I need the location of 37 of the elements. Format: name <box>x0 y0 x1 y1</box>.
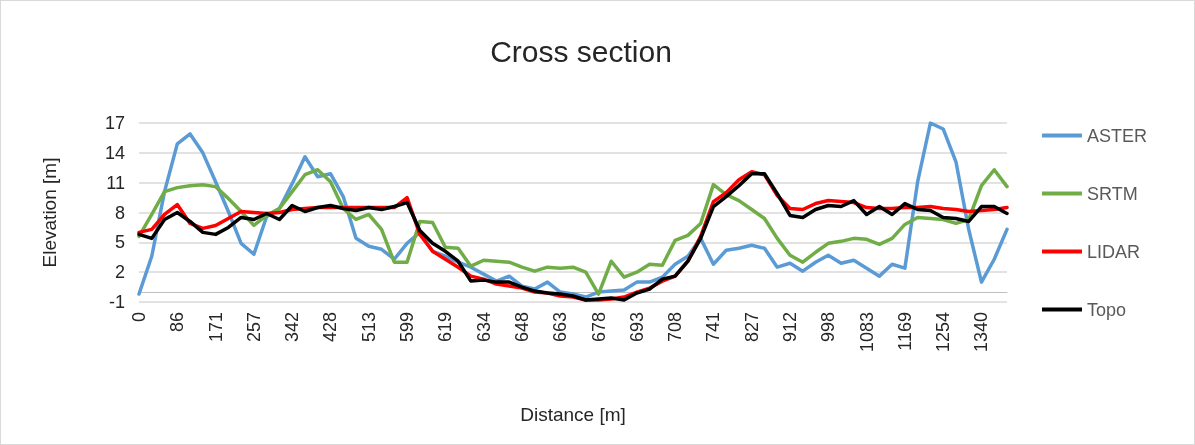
x-tick-label: 1083 <box>856 312 877 353</box>
x-tick-label: 912 <box>780 312 800 343</box>
x-tick-label: 257 <box>243 312 264 343</box>
x-tick-label: 1340 <box>971 312 992 353</box>
x-tick-label: 171 <box>205 312 226 343</box>
x-tick-label: 741 <box>703 312 724 343</box>
x-tick-label: 513 <box>358 312 379 343</box>
x-tick-label: 998 <box>818 312 839 343</box>
y-tick-label: 8 <box>114 202 125 223</box>
x-tick-label: 663 <box>550 312 571 343</box>
x-tick-label: 0 <box>129 312 149 323</box>
x-tick-label: 619 <box>435 312 456 343</box>
x-axis-title: Distance [m] <box>520 404 626 425</box>
x-tick-label: 648 <box>511 312 532 343</box>
y-tick-label: 14 <box>104 142 125 163</box>
x-tick-label: 708 <box>665 312 686 343</box>
legend-label: Topo <box>1086 299 1127 320</box>
chart-title: Cross section <box>490 34 672 68</box>
x-tick-label: 599 <box>397 312 418 343</box>
legend-label: SRTM <box>1086 183 1138 204</box>
x-tick-label: 428 <box>320 312 341 343</box>
x-tick-label: 827 <box>741 312 762 343</box>
x-tick-label: 86 <box>167 312 188 333</box>
x-tick-label: 678 <box>588 312 609 343</box>
x-tick-label: 1254 <box>933 312 954 353</box>
x-tick-label: 693 <box>626 312 647 343</box>
legend-label: LIDAR <box>1086 241 1140 262</box>
y-tick-label: 11 <box>106 172 125 193</box>
y-tick-label: 5 <box>114 232 125 253</box>
x-tick-label: 1169 <box>894 312 915 351</box>
y-tick-label: 17 <box>104 113 125 133</box>
legend-label: ASTER <box>1086 125 1147 146</box>
x-tick-label: 634 <box>473 312 494 343</box>
y-tick-label: 2 <box>114 262 125 283</box>
x-tick-label: 342 <box>282 312 303 343</box>
y-axis-title: Elevation [m] <box>39 157 60 268</box>
y-tick-label: -1 <box>108 292 125 312</box>
